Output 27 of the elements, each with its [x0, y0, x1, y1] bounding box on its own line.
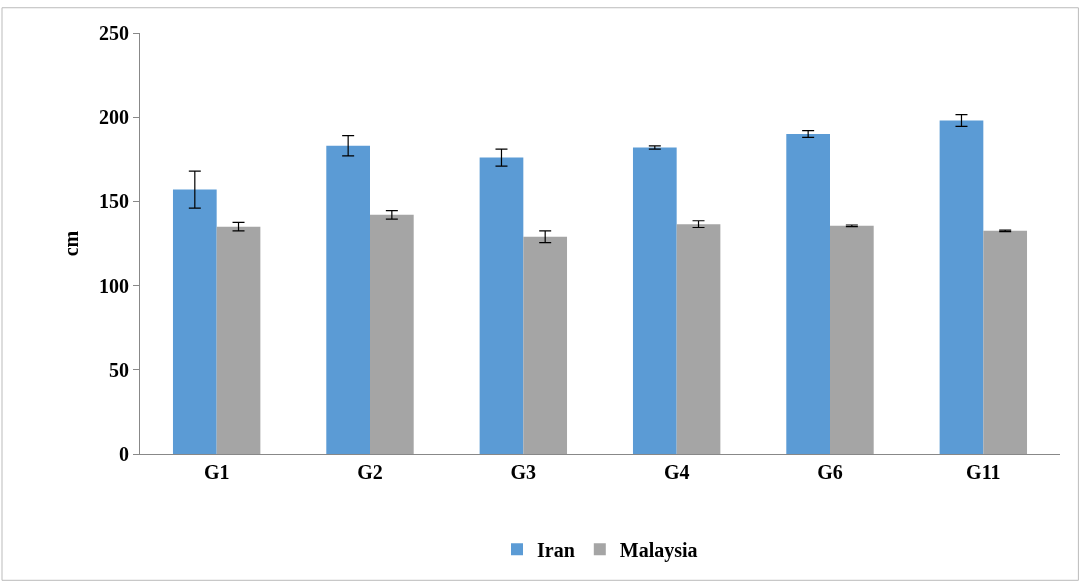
y-tick-label: 200	[99, 106, 129, 129]
x-tick-label: G6	[817, 461, 843, 483]
x-tick-label: G1	[203, 461, 230, 483]
y-tick-label: 100	[99, 274, 129, 297]
x-tick-label: G2	[357, 461, 383, 483]
y-tick-label: 150	[99, 190, 129, 213]
x-tick-label: G3	[510, 461, 537, 483]
x-tick-label: G11	[966, 461, 1001, 483]
bar	[939, 120, 984, 454]
y-tick-label: 0	[119, 443, 129, 465]
legend-label: Malaysia	[619, 539, 698, 563]
y-axis-title: cm	[59, 230, 82, 257]
bar	[479, 157, 524, 454]
bar	[786, 134, 830, 454]
bar	[326, 145, 370, 454]
bar	[370, 214, 414, 454]
bar	[216, 226, 261, 454]
bar	[172, 189, 217, 454]
y-tick-label: 50	[109, 358, 129, 381]
bar	[830, 225, 874, 454]
bar	[676, 224, 721, 454]
bar	[983, 230, 1028, 454]
x-tick-label: G4	[663, 461, 690, 483]
bar	[632, 147, 677, 454]
bar	[523, 236, 568, 454]
y-tick-label: 250	[99, 22, 129, 44]
legend-label: Iran	[537, 539, 575, 562]
